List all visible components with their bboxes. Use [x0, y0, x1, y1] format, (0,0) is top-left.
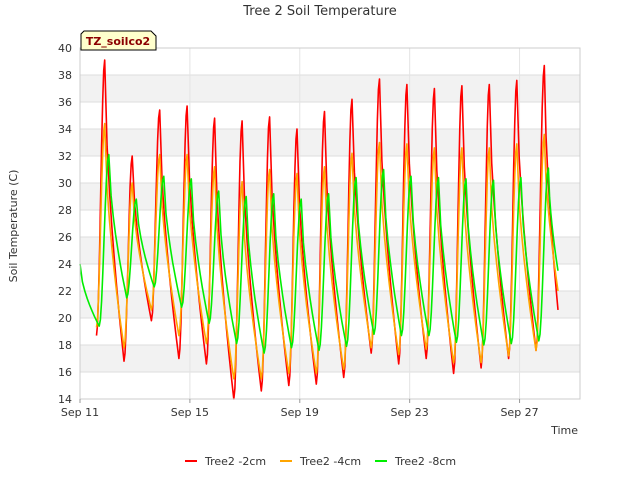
y-tick-label: 20	[58, 312, 72, 325]
badge-label: TZ_soilco2	[86, 35, 150, 48]
y-tick-label: 38	[58, 69, 72, 82]
plot-band	[80, 129, 580, 156]
y-tick-label: 36	[58, 96, 72, 109]
legend: Tree2 -2cm Tree2 -4cm Tree2 -8cm	[185, 455, 456, 468]
y-tick-label: 16	[58, 366, 72, 379]
plot-band	[80, 156, 580, 183]
chart-title: Tree 2 Soil Temperature	[242, 4, 397, 19]
series-line-3	[79, 153, 559, 354]
y-tick-label: 22	[58, 285, 72, 298]
x-tick-label: Sep 15	[171, 406, 209, 419]
y-tick-label: 18	[58, 339, 72, 352]
y-tick-label: 14	[58, 393, 72, 406]
plot-band	[80, 48, 580, 75]
x-tick-label: Sep 11	[61, 406, 99, 419]
y-tick-label: 32	[58, 150, 72, 163]
x-axis-label: Time	[550, 424, 578, 437]
x-tick-label: Sep 23	[391, 406, 429, 419]
y-tick-label: 26	[58, 231, 72, 244]
badge-box	[80, 30, 157, 51]
x-tick-label: Sep 19	[281, 406, 319, 419]
legend-label: Tree2 -4cm	[299, 455, 361, 468]
x-axis-ticks: Sep 11 Sep 15 Sep 19 Sep 23 Sep 27	[61, 399, 539, 419]
plot-band	[80, 372, 580, 399]
plot-band	[80, 102, 580, 129]
y-axis-ticks: 14 16 18 20 22 24 26 28 30 32 34 36 38 40	[58, 42, 72, 406]
y-tick-label: 24	[58, 258, 72, 271]
y-tick-label: 34	[58, 123, 72, 136]
plot-band	[80, 318, 580, 345]
y-axis-label: Soil Temperature (C)	[7, 170, 20, 283]
x-tick-label: Sep 27	[500, 406, 538, 419]
plot-frame	[79, 47, 581, 400]
y-tick-label: 40	[58, 42, 72, 55]
y-tick-label: 30	[58, 177, 72, 190]
legend-label: Tree2 -8cm	[394, 455, 456, 468]
series-line-2	[95, 122, 559, 380]
y-tick-label: 28	[58, 204, 72, 217]
plot-band	[80, 345, 580, 372]
series-group	[79, 59, 559, 400]
badge: TZ_soilco2	[80, 30, 157, 51]
plot-band	[80, 291, 580, 318]
legend-label: Tree2 -2cm	[204, 455, 266, 468]
plot-band	[80, 75, 580, 102]
